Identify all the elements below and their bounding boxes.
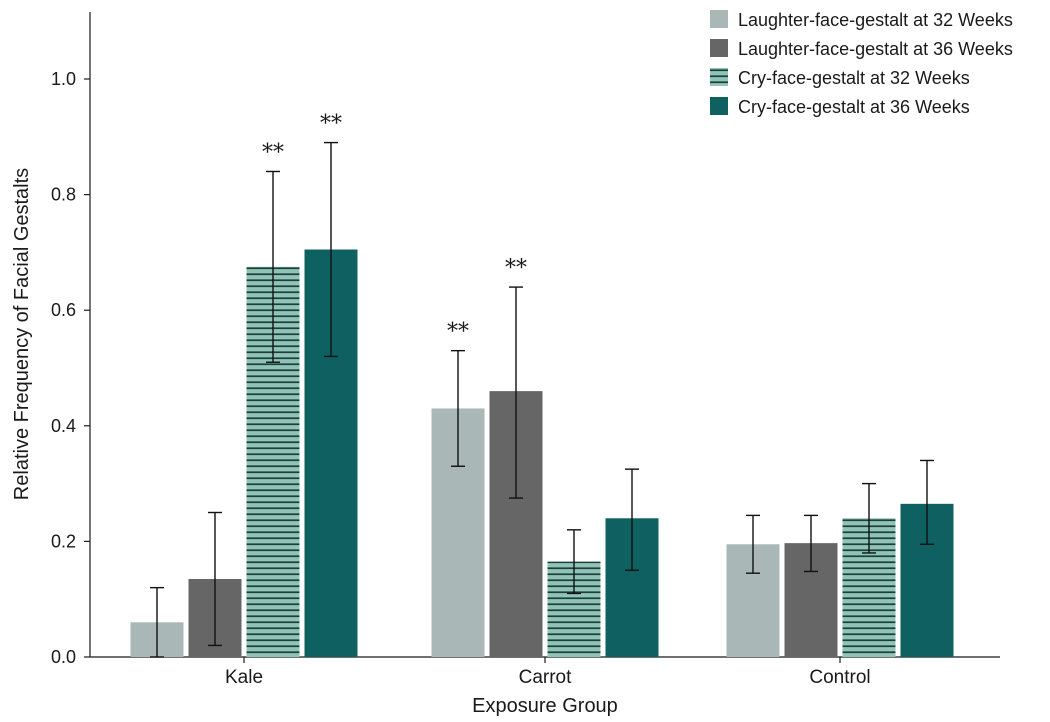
significance-marker: ** <box>262 140 284 165</box>
y-tick-label: 0.4 <box>51 416 76 436</box>
significance-marker: ** <box>320 112 342 137</box>
y-tick-label: 0.6 <box>51 300 76 320</box>
y-tick-label: 0.2 <box>51 531 76 551</box>
x-tick-label: Control <box>809 667 870 688</box>
significance-marker: ** <box>505 256 527 281</box>
legend-swatch <box>710 10 728 28</box>
y-axis-ticks: 0.0 0.2 0.4 0.6 0.8 1.0 <box>51 69 90 667</box>
y-tick-label: 1.0 <box>51 69 76 89</box>
y-tick-label: 0.8 <box>51 185 76 205</box>
y-tick-label: 0.0 <box>51 647 76 667</box>
legend-label: Laughter-face-gestalt at 36 Weeks <box>738 39 1013 59</box>
legend-swatch <box>710 68 728 86</box>
legend-label: Laughter-face-gestalt at 32 Weeks <box>738 10 1013 30</box>
legend-label: Cry-face-gestalt at 32 Weeks <box>738 68 970 88</box>
legend-label: Cry-face-gestalt at 36 Weeks <box>738 97 970 117</box>
legend: Laughter-face-gestalt at 32 Weeks Laughte… <box>710 10 1013 117</box>
significance-marker: ** <box>447 320 469 345</box>
legend-swatch <box>710 39 728 57</box>
y-axis-title: Relative Frequency of Facial Gestalts <box>11 168 33 500</box>
bar-groups: ** ** ** ** <box>130 112 954 658</box>
category-labels: Kale Carrot Control <box>225 657 871 688</box>
x-tick-label: Kale <box>225 667 263 688</box>
x-tick-label: Carrot <box>519 667 573 688</box>
x-axis-title: Exposure Group <box>472 695 618 717</box>
legend-swatch <box>710 97 728 115</box>
